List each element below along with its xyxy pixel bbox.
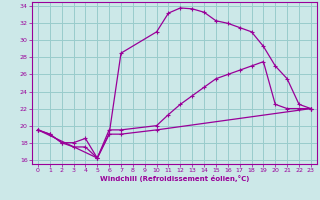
X-axis label: Windchill (Refroidissement éolien,°C): Windchill (Refroidissement éolien,°C) <box>100 175 249 182</box>
